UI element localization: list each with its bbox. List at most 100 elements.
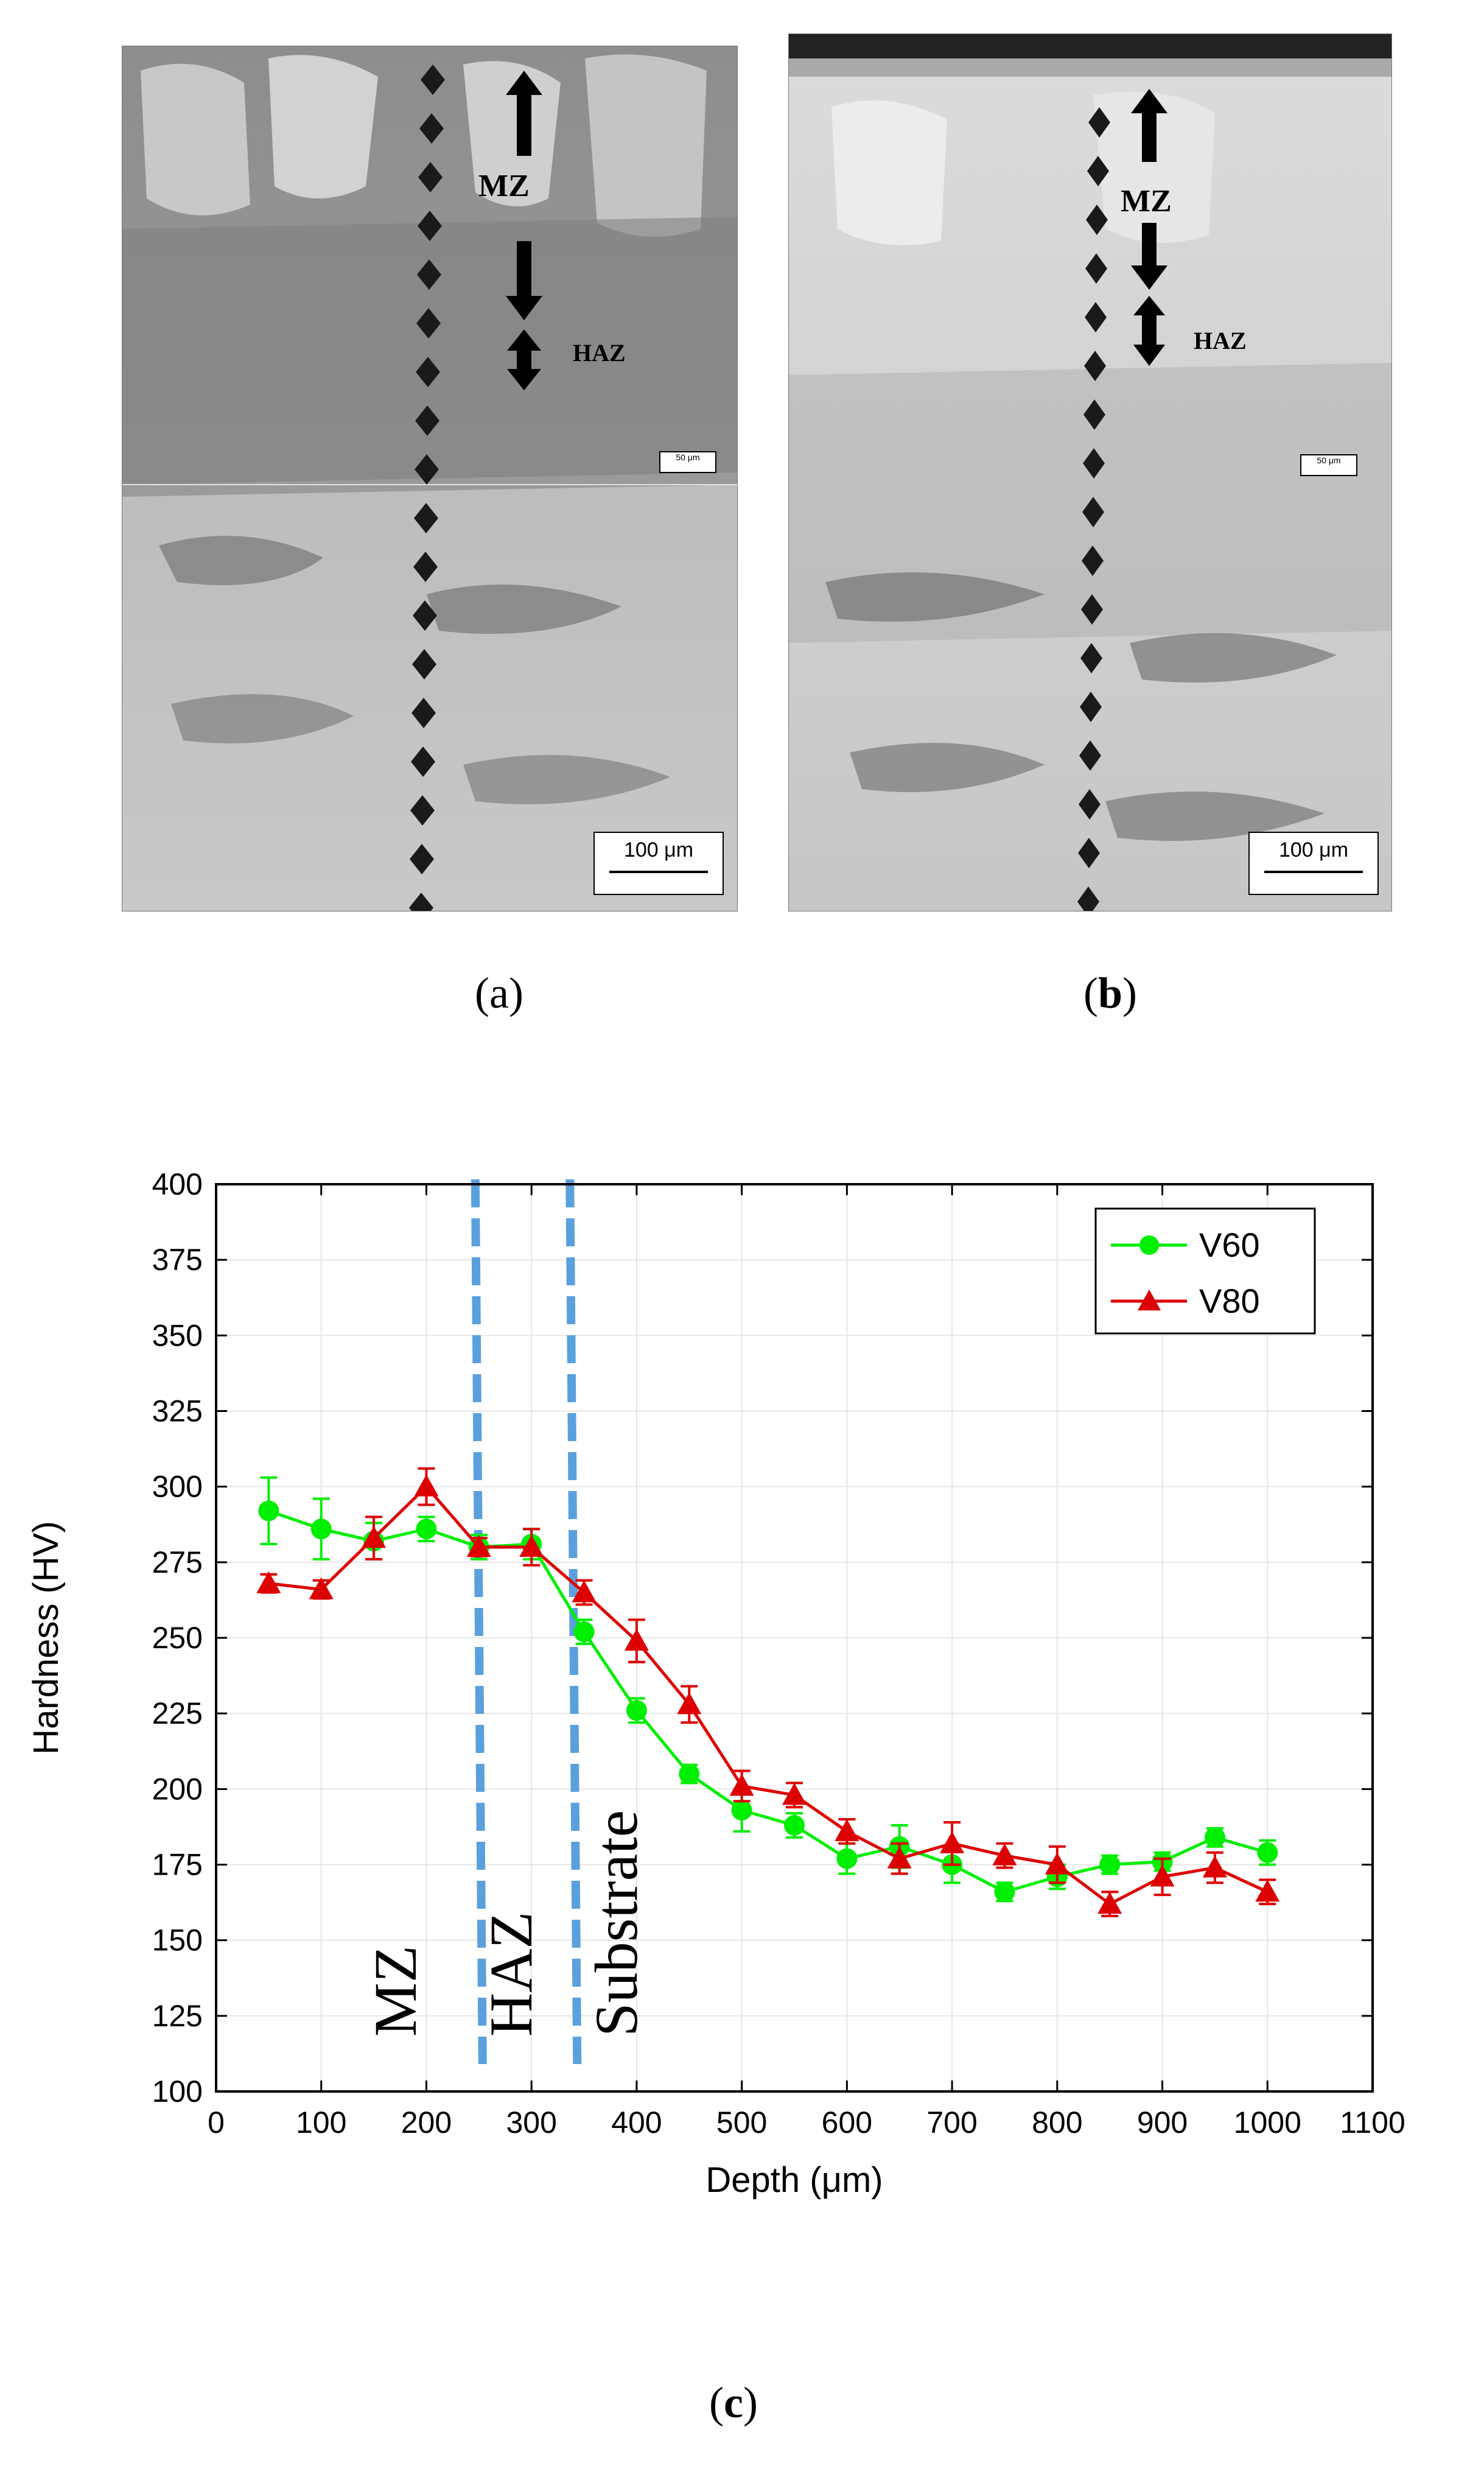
x-tick-label: 100 <box>296 2105 346 2140</box>
data-point-v60 <box>784 1814 805 1836</box>
mz-label-a: MZ <box>478 169 530 203</box>
zone-label-layer: MZ HAZ Substrate <box>362 1810 650 2037</box>
x-tick-label: 300 <box>506 2105 556 2140</box>
y-tick-label: 200 <box>152 1772 203 1806</box>
legend-label: V80 <box>1199 1282 1260 1320</box>
caption-a: (a) <box>475 968 523 1019</box>
data-point-v80 <box>782 1783 807 1805</box>
series-layer <box>256 1467 1280 1917</box>
x-tick-label: 1100 <box>1340 2105 1405 2140</box>
axis-layer: 0 100 200 300 400 500 600 700 800 900 1000 11001001… <box>26 1167 1405 2200</box>
x-tick-label: 800 <box>1032 2105 1082 2140</box>
y-tick-label: 375 <box>152 1243 203 1277</box>
data-point-v80 <box>414 1474 439 1497</box>
caption-a-letter: a <box>489 969 509 1017</box>
data-point-v80 <box>1150 1864 1175 1887</box>
y-tick-label: 350 <box>152 1318 203 1352</box>
micrograph-b: MZ HAZ 50 μm 100 μm <box>788 33 1392 911</box>
data-point-v80 <box>256 1571 281 1593</box>
caption-b: (b) <box>1083 968 1137 1019</box>
y-tick-label: 275 <box>152 1545 203 1579</box>
caption-c-open: ( <box>709 2378 724 2427</box>
caption-b-letter: b <box>1097 969 1123 1017</box>
data-point-v80 <box>835 1819 859 1841</box>
haz-label-b: HAZ <box>1194 327 1247 354</box>
x-tick-label: 0 <box>208 2105 225 2140</box>
legend-marker <box>1139 1235 1159 1255</box>
data-point-v60 <box>836 1848 858 1869</box>
series-v80 <box>256 1467 1280 1917</box>
y-tick-label: 225 <box>152 1696 203 1730</box>
legend-label: V60 <box>1199 1226 1260 1264</box>
x-tick-label: 600 <box>822 2105 872 2140</box>
scale-bar-small-a-text: 50 μm <box>676 452 700 462</box>
legend-marker <box>1138 1290 1161 1311</box>
data-point-v80 <box>729 1774 754 1796</box>
data-point-v60 <box>310 1519 332 1540</box>
scale-bar-small-a: 50 μm <box>659 451 716 473</box>
x-tick-label: 500 <box>716 2105 767 2140</box>
legend-item-v80: V80 <box>1111 1282 1260 1320</box>
data-point-v60 <box>1099 1854 1121 1875</box>
data-point-v60 <box>416 1519 437 1540</box>
caption-a-open: ( <box>475 969 489 1017</box>
data-point-v80 <box>992 1843 1017 1866</box>
micrograph-a: MZ HAZ 50 μm 100 μm <box>122 46 738 911</box>
caption-a-close: ) <box>508 969 523 1017</box>
y-tick-label: 125 <box>152 1999 203 2033</box>
x-tick-label: 700 <box>926 2105 977 2140</box>
data-point-v80 <box>624 1628 649 1651</box>
x-tick-label: 400 <box>611 2105 662 2140</box>
data-point-v60 <box>258 1500 279 1522</box>
caption-c-letter: c <box>723 2378 743 2427</box>
scale-bar-large-b-line <box>1264 871 1363 873</box>
data-point-v60 <box>1257 1842 1278 1863</box>
zone-boundary-1 <box>471 1179 487 2065</box>
data-point-v80 <box>677 1692 702 1715</box>
data-point-v80 <box>572 1580 597 1603</box>
haz-label-a: HAZ <box>573 339 626 367</box>
y-tick-label: 175 <box>152 1848 203 1882</box>
legend-box <box>1094 1207 1316 1335</box>
y-tick-label: 400 <box>152 1167 203 1201</box>
data-point-v80 <box>1202 1855 1227 1878</box>
data-point-v60 <box>731 1800 752 1821</box>
series-line-v60 <box>268 1509 1268 1894</box>
scale-bar-large-b: 100 μm <box>1248 832 1379 895</box>
x-axis-label: Depth (μm) <box>705 2160 883 2200</box>
data-point-v80 <box>940 1831 965 1853</box>
x-tick-label: 1000 <box>1234 2105 1301 2140</box>
caption-c: (c) <box>709 2378 758 2428</box>
scale-bar-large-a: 100 μm <box>593 832 724 895</box>
y-tick-label: 100 <box>152 2074 203 2109</box>
micrograph-b-image <box>789 34 1391 911</box>
zone-label-substrate: Substrate <box>583 1810 650 2037</box>
legend-item-v60: V60 <box>1111 1226 1260 1264</box>
y-axis-label: Hardness (HV) <box>26 1521 66 1755</box>
data-point-v60 <box>626 1700 647 1721</box>
x-tick-label: 900 <box>1137 2105 1188 2140</box>
scale-bar-small-b: 50 μm <box>1300 454 1357 476</box>
data-point-v80 <box>362 1526 387 1548</box>
data-point-v80 <box>1097 1892 1122 1914</box>
data-point-v60 <box>1204 1827 1225 1848</box>
data-point-v80 <box>309 1577 334 1599</box>
data-point-v80 <box>466 1535 491 1557</box>
data-point-v60 <box>573 1621 595 1643</box>
zone-label-haz: HAZ <box>477 1911 545 2037</box>
zone-boundary-layer <box>471 1179 582 2065</box>
data-point-v80 <box>1045 1852 1069 1875</box>
data-point-v80 <box>887 1846 912 1869</box>
x-tick-label: 200 <box>401 2105 452 2140</box>
caption-b-open: ( <box>1083 969 1098 1017</box>
data-point-v80 <box>1255 1880 1280 1902</box>
scale-bar-large-a-line <box>609 871 708 873</box>
y-tick-label: 150 <box>152 1923 203 1958</box>
caption-c-close: ) <box>743 2378 758 2427</box>
hardness-chart: 0 100 200 300 400 500 600 700 800 900 1000 11001001… <box>26 1167 1405 2200</box>
zone-label-mz: MZ <box>362 1945 429 2037</box>
y-tick-label: 300 <box>152 1470 203 1504</box>
micrograph-a-image <box>122 46 737 911</box>
data-point-v60 <box>994 1881 1015 1903</box>
